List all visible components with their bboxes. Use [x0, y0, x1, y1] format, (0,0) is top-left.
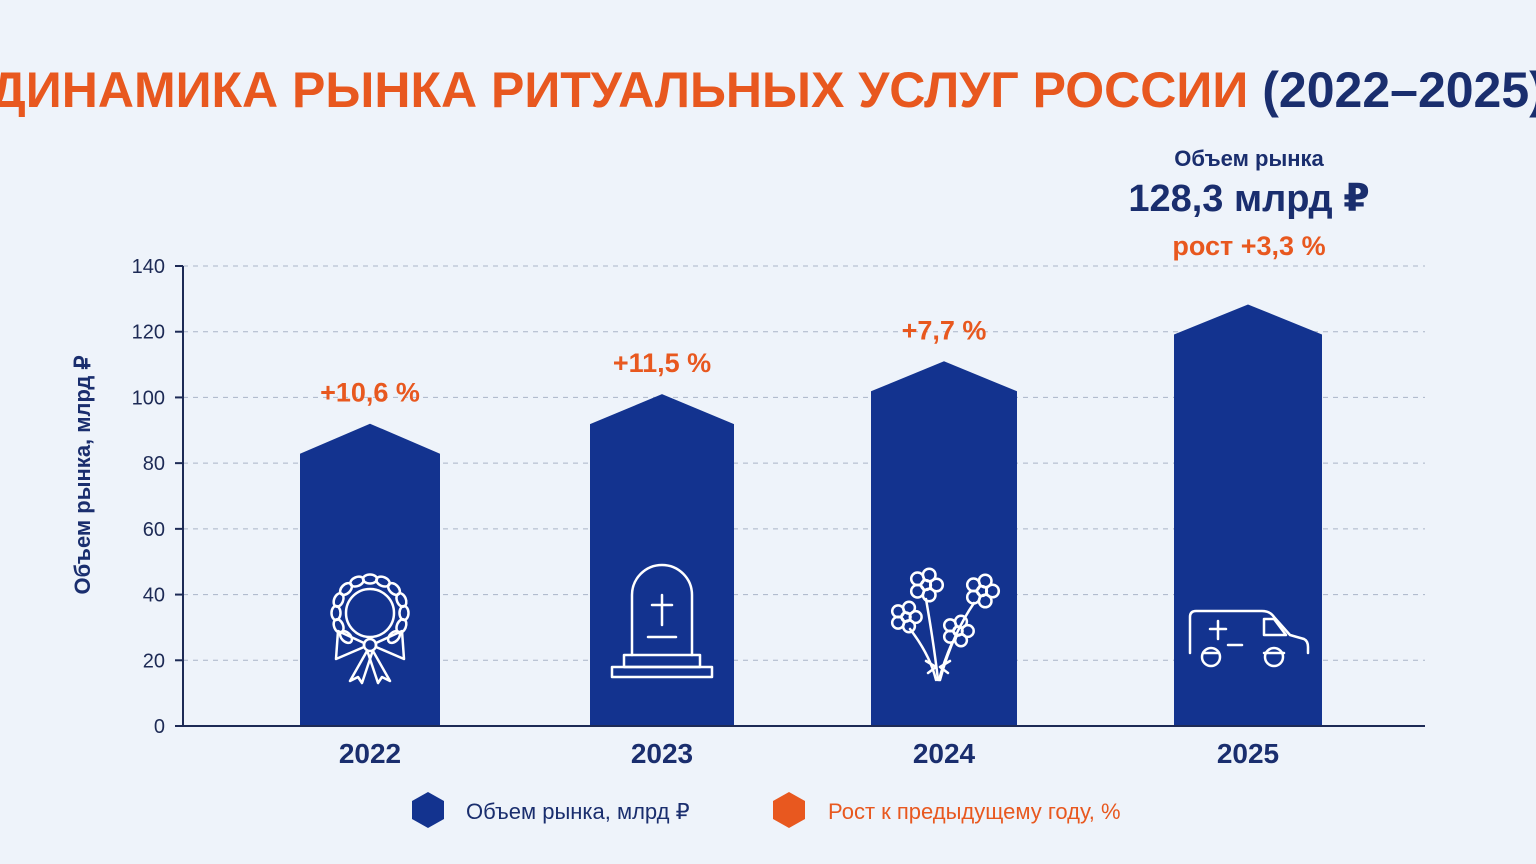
hearse-van-icon — [1188, 609, 1310, 668]
bar-labels: 2022 +10,6 % 2023 +11,5 % 2024 +7,7 % 2025 — [320, 315, 1279, 769]
wreath-icon — [330, 573, 410, 685]
gravestone-icon — [610, 563, 714, 679]
y-tick-label: 60 — [143, 519, 165, 541]
x-tick-label: 2022 — [339, 738, 401, 769]
growth-data-label: +7,7 % — [902, 315, 987, 345]
y-tick-label: 80 — [143, 453, 165, 475]
chart-title-period: (2022–2025) — [1262, 62, 1536, 118]
callout-growth: рост +3,3 % — [1172, 231, 1325, 261]
bars — [300, 304, 1322, 726]
bar-2023 — [590, 394, 734, 726]
bar-2024 — [871, 361, 1017, 726]
growth-data-label: +11,5 % — [613, 348, 711, 378]
y-axis-ticks: 0 20 40 60 80 100 120 140 — [132, 256, 183, 738]
y-tick-label: 140 — [132, 256, 165, 278]
y-tick-label: 100 — [132, 387, 165, 409]
y-tick-label: 120 — [132, 322, 165, 344]
growth-data-label: +10,6 % — [320, 378, 420, 408]
flowers-icon — [890, 567, 1001, 682]
legend-volume-label: Объем рынка, млрд ₽ — [466, 799, 690, 824]
legend: Объем рынка, млрд ₽ Рост к предыдущему г… — [412, 792, 1121, 828]
y-tick-label: 40 — [143, 585, 165, 607]
chart-title: ДИНАМИКА РЫНКА РИТУАЛЬНЫХ УСЛУГ РОССИИ (2… — [0, 62, 1536, 118]
x-tick-label: 2025 — [1217, 738, 1279, 769]
callout-label: Объем рынка — [1174, 146, 1324, 171]
legend-volume-marker — [412, 792, 444, 828]
x-tick-label: 2023 — [631, 738, 693, 769]
y-tick-label: 0 — [154, 716, 165, 738]
y-tick-label: 20 — [143, 650, 165, 672]
legend-growth-label: Рост к предыдущему году, % — [828, 799, 1121, 824]
legend-growth-marker — [773, 792, 805, 828]
y-axis-label: Объем рынка, млрд ₽ — [70, 356, 95, 595]
chart-title-main: ДИНАМИКА РЫНКА РИТУАЛЬНЫХ УСЛУГ РОССИИ — [0, 62, 1248, 118]
callout-value: 128,3 млрд ₽ — [1128, 178, 1369, 220]
bar-2025 — [1174, 304, 1322, 726]
x-tick-label: 2024 — [913, 738, 976, 769]
